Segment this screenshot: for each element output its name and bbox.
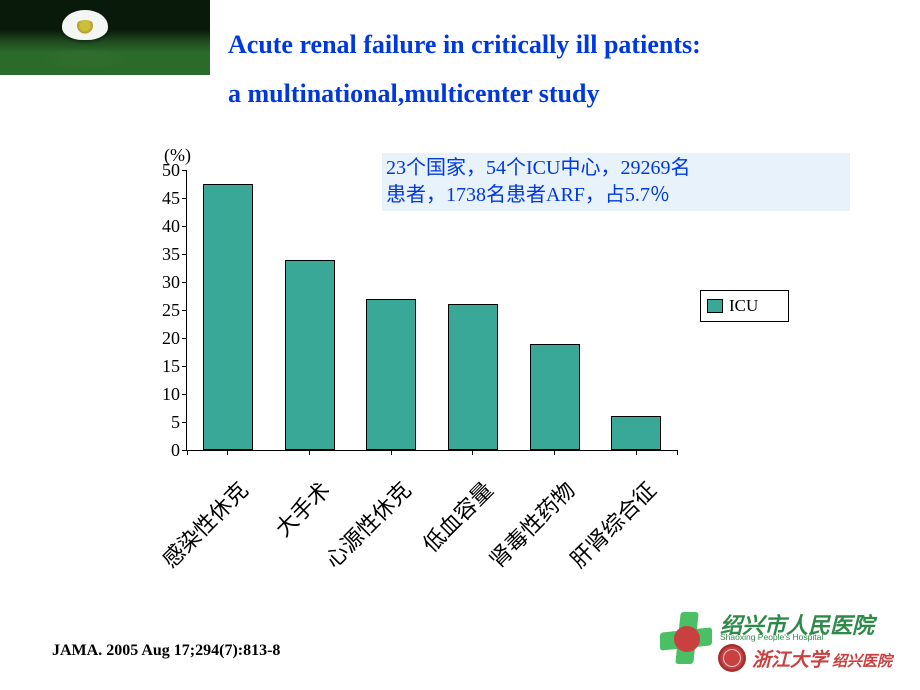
bar xyxy=(366,299,416,450)
legend-label: ICU xyxy=(729,296,758,316)
y-tick-label: 10 xyxy=(145,385,180,403)
citation-text: JAMA. 2005 Aug 17;294(7):813-8 xyxy=(52,642,280,660)
y-tick-label: 25 xyxy=(145,301,180,319)
logo-seal-icon xyxy=(718,644,746,672)
title-line-1: Acute renal failure in critically ill pa… xyxy=(228,30,701,59)
y-axis-labels: 05101520253035404550 xyxy=(145,168,180,451)
bar xyxy=(203,184,253,450)
bar xyxy=(530,344,580,450)
y-tick-label: 45 xyxy=(145,189,180,207)
logo-line2-b: 绍兴医院 xyxy=(832,654,892,670)
chart-legend: ICU xyxy=(700,290,789,322)
logo-line2-group: 浙江大学绍兴医院 xyxy=(718,644,892,672)
y-tick-label: 50 xyxy=(145,161,180,179)
slide-title: Acute renal failure in critically ill pa… xyxy=(228,20,890,119)
bar xyxy=(285,260,335,450)
logo-line1-sub: Shaoxing People's Hospital xyxy=(720,632,823,642)
legend-swatch xyxy=(707,299,723,313)
bar xyxy=(448,304,498,450)
title-line-2: a multinational,multicenter study xyxy=(228,79,599,108)
y-tick xyxy=(182,422,187,423)
y-tick xyxy=(182,338,187,339)
x-label: 大手术 xyxy=(235,474,335,574)
y-tick xyxy=(182,282,187,283)
y-tick xyxy=(182,254,187,255)
bar xyxy=(611,416,661,450)
y-tick xyxy=(182,310,187,311)
x-label: 肾毒性药物 xyxy=(480,474,580,574)
logo-line2-a: 浙江大学 xyxy=(752,650,828,671)
y-tick xyxy=(182,394,187,395)
x-axis-labels: 感染性休克大手术心源性休克低血容量肾毒性药物肝肾综合征 xyxy=(186,455,706,605)
y-tick-label: 30 xyxy=(145,273,180,291)
hospital-logo: 绍兴市人民医院 Shaoxing People's Hospital 浙江大学绍… xyxy=(660,606,900,676)
x-label: 低血容量 xyxy=(399,474,499,574)
y-tick-label: 5 xyxy=(145,413,180,431)
logo-cross-icon xyxy=(660,612,712,664)
y-tick xyxy=(182,366,187,367)
x-label: 肝肾综合征 xyxy=(562,474,662,574)
y-tick-label: 15 xyxy=(145,357,180,375)
x-label: 感染性休克 xyxy=(154,474,254,574)
y-tick xyxy=(182,198,187,199)
y-tick-label: 20 xyxy=(145,329,180,347)
y-tick xyxy=(182,170,187,171)
y-tick-label: 35 xyxy=(145,245,180,263)
slide: { "title_line1": "Acute renal failure in… xyxy=(0,0,920,690)
logo-line2: 浙江大学绍兴医院 xyxy=(752,645,892,672)
x-label: 心源性休克 xyxy=(317,474,417,574)
y-tick-label: 40 xyxy=(145,217,180,235)
chart-plot-area xyxy=(186,170,677,451)
decorative-photo xyxy=(0,0,210,75)
y-tick-label: 0 xyxy=(145,441,180,459)
y-tick xyxy=(182,226,187,227)
